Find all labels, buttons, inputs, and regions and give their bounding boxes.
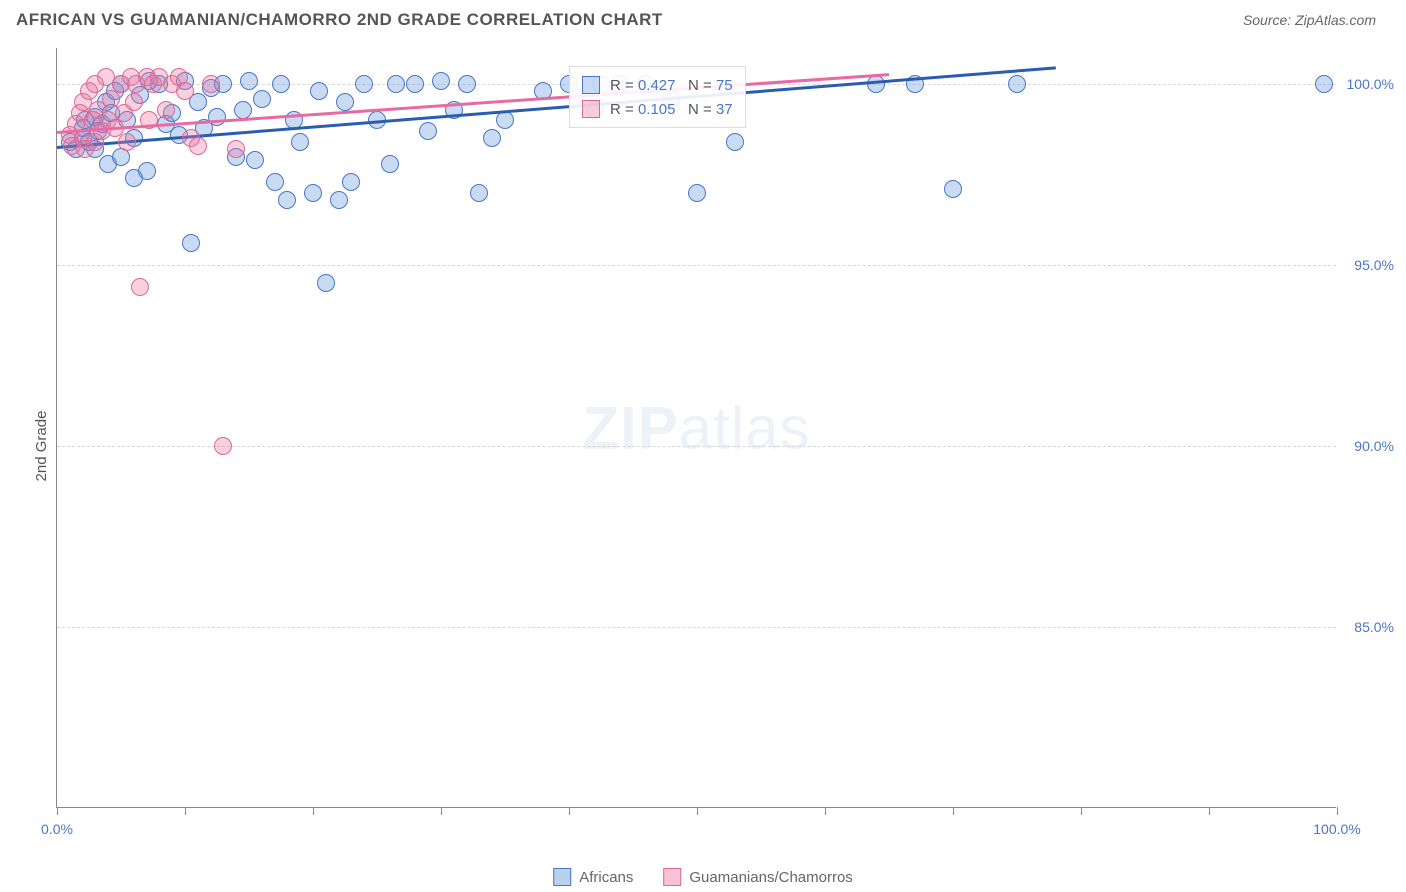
data-point <box>406 75 424 93</box>
data-point <box>266 173 284 191</box>
stats-row: R = 0.427 N = 75 <box>582 73 733 97</box>
data-point <box>432 72 450 90</box>
data-point <box>125 93 143 111</box>
data-point <box>176 82 194 100</box>
data-point <box>157 101 175 119</box>
data-point <box>342 173 360 191</box>
xtick <box>825 807 826 815</box>
legend-label: Africans <box>579 869 633 886</box>
gridline-h <box>57 446 1336 447</box>
header: AFRICAN VS GUAMANIAN/CHAMORRO 2ND GRADE … <box>0 0 1406 40</box>
data-point <box>387 75 405 93</box>
ytick-label: 90.0% <box>1354 438 1394 454</box>
stats-text: R = 0.427 N = 75 <box>610 77 733 94</box>
data-point <box>214 437 232 455</box>
xtick <box>441 807 442 815</box>
xtick <box>569 807 570 815</box>
xtick <box>1081 807 1082 815</box>
data-point <box>138 162 156 180</box>
xtick <box>697 807 698 815</box>
stats-row: R = 0.105 N = 37 <box>582 97 733 121</box>
data-point <box>867 75 885 93</box>
xtick-label: 100.0% <box>1313 821 1360 837</box>
data-point <box>470 184 488 202</box>
ytick-label: 85.0% <box>1354 619 1394 635</box>
data-point <box>688 184 706 202</box>
data-point <box>304 184 322 202</box>
data-point <box>310 82 328 100</box>
data-point <box>189 137 207 155</box>
data-point <box>1008 75 1026 93</box>
data-point <box>227 140 245 158</box>
data-point <box>131 278 149 296</box>
data-point <box>234 101 252 119</box>
xtick <box>57 807 58 815</box>
data-point <box>336 93 354 111</box>
xtick <box>185 807 186 815</box>
legend-swatch <box>582 76 600 94</box>
xtick <box>953 807 954 815</box>
gridline-h <box>57 265 1336 266</box>
data-point <box>272 75 290 93</box>
data-point <box>483 129 501 147</box>
ytick-label: 100.0% <box>1347 76 1394 92</box>
data-point <box>726 133 744 151</box>
legend-swatch <box>663 868 681 886</box>
data-point <box>496 111 514 129</box>
xtick-label: 0.0% <box>41 821 73 837</box>
stats-legend-box: R = 0.427 N = 75 R = 0.105 N = 37 <box>569 66 746 128</box>
data-point <box>202 75 220 93</box>
data-point <box>278 191 296 209</box>
data-point <box>182 234 200 252</box>
chart-plot-area: ZIPatlas 85.0%90.0%95.0%100.0%0.0%100.0%… <box>56 48 1336 808</box>
data-point <box>419 122 437 140</box>
data-point <box>118 133 136 151</box>
data-point <box>381 155 399 173</box>
y-axis-label: 2nd Grade <box>33 411 50 482</box>
data-point <box>330 191 348 209</box>
data-point <box>355 75 373 93</box>
data-point <box>317 274 335 292</box>
plot-layer: 85.0%90.0%95.0%100.0%0.0%100.0% <box>57 48 1336 807</box>
chart-title: AFRICAN VS GUAMANIAN/CHAMORRO 2ND GRADE … <box>16 10 663 30</box>
data-point <box>240 72 258 90</box>
xtick <box>313 807 314 815</box>
stats-text: R = 0.105 N = 37 <box>610 101 733 118</box>
legend-item: Guamanians/Chamorros <box>663 868 852 886</box>
xtick <box>1209 807 1210 815</box>
data-point <box>944 180 962 198</box>
legend-label: Guamanians/Chamorros <box>689 869 852 886</box>
data-point <box>458 75 476 93</box>
xtick <box>1337 807 1338 815</box>
data-point <box>253 90 271 108</box>
data-point <box>1315 75 1333 93</box>
ytick-label: 95.0% <box>1354 257 1394 273</box>
gridline-h <box>57 627 1336 628</box>
data-point <box>291 133 309 151</box>
legend-swatch <box>582 100 600 118</box>
source-attribution: Source: ZipAtlas.com <box>1243 12 1376 28</box>
bottom-legend: Africans Guamanians/Chamorros <box>553 868 853 886</box>
data-point <box>246 151 264 169</box>
legend-item: Africans <box>553 868 633 886</box>
legend-swatch <box>553 868 571 886</box>
